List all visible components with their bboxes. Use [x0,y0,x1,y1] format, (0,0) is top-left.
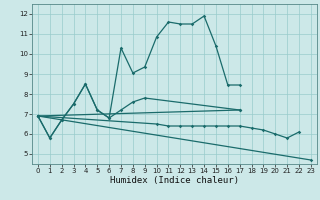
X-axis label: Humidex (Indice chaleur): Humidex (Indice chaleur) [110,176,239,185]
